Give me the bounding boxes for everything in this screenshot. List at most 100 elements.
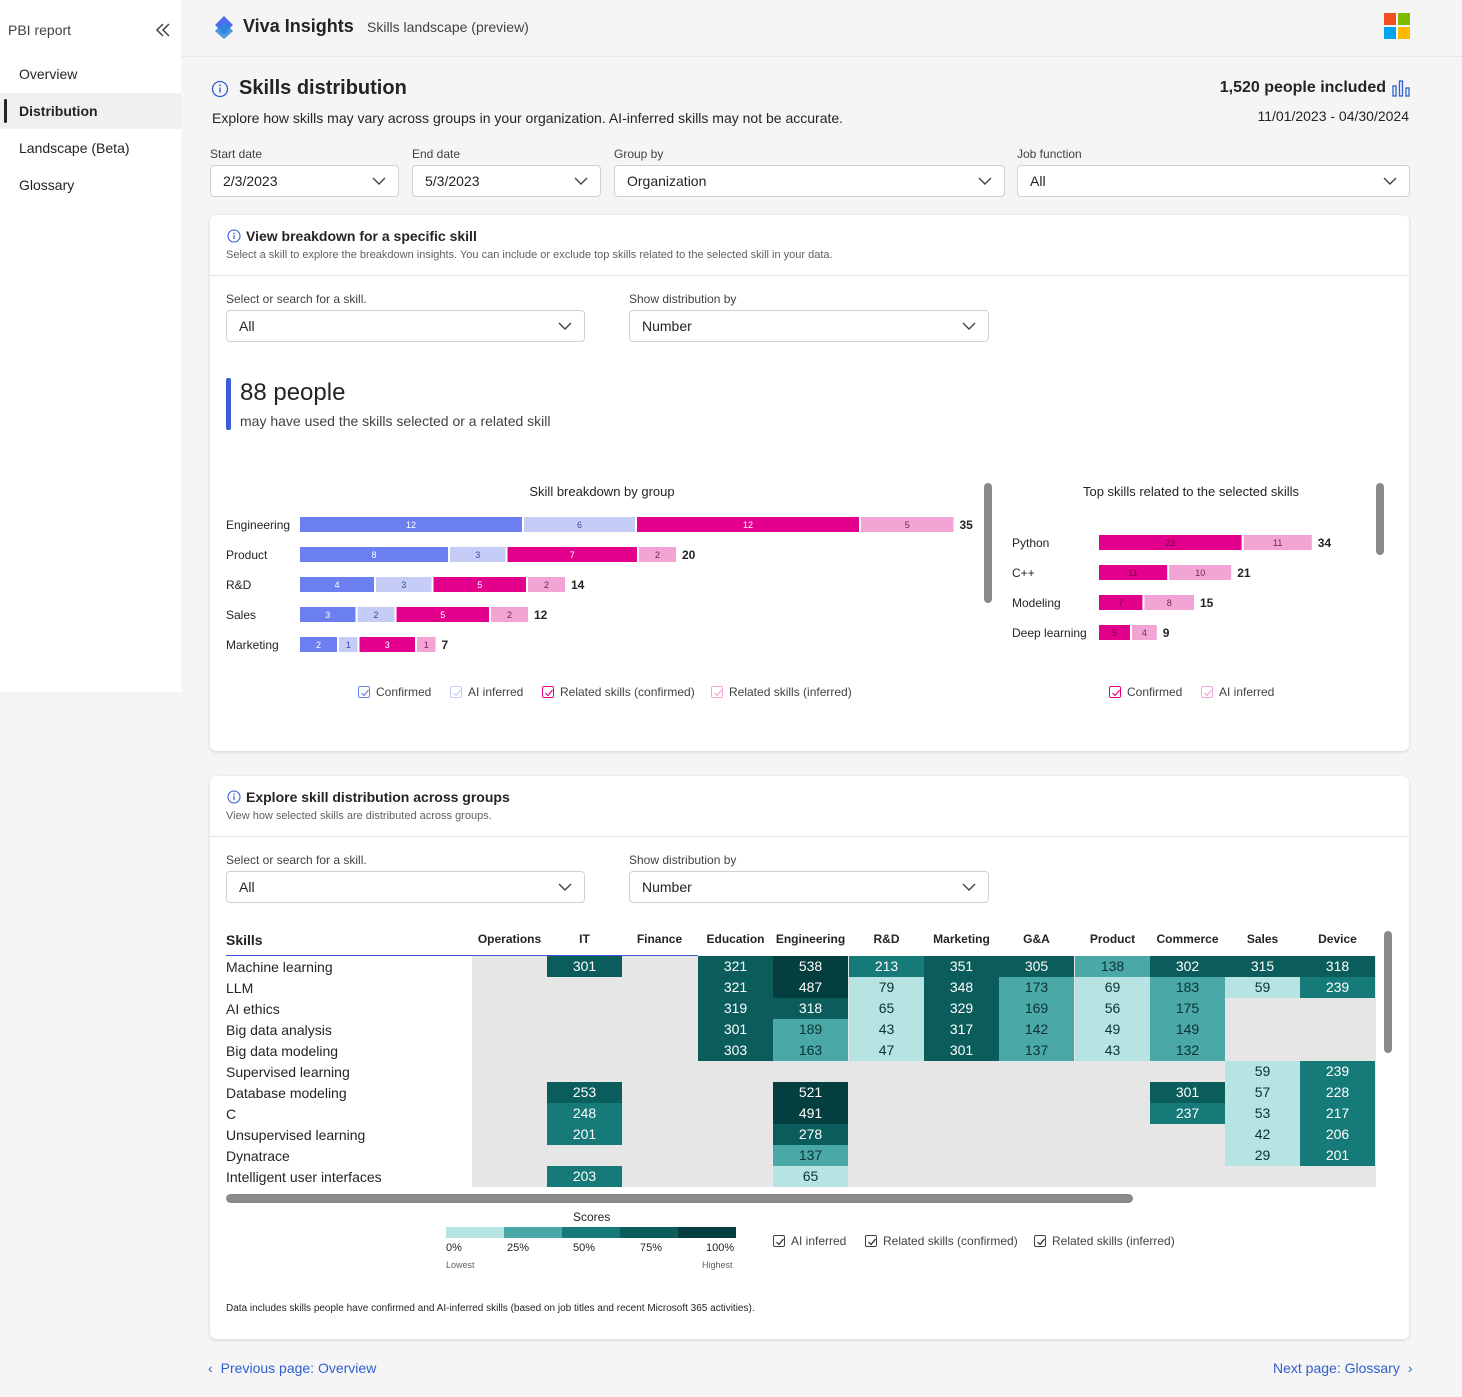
heatmap-cell[interactable]: 237	[1150, 1103, 1225, 1124]
heatmap-cell[interactable]: 302	[1150, 956, 1225, 977]
heatmap-cell[interactable]: 142	[999, 1019, 1074, 1040]
legend-related-chart-confirmed[interactable]: Confirmed	[1109, 685, 1182, 699]
distribution-by-dropdown[interactable]: Number	[629, 310, 989, 342]
legend-related-inferred[interactable]: Related skills (inferred)	[1034, 1234, 1175, 1248]
heatmap-cell[interactable]: 213	[849, 956, 924, 977]
heatmap-cell[interactable]: 173	[999, 977, 1074, 998]
heatmap-cell[interactable]: 301	[1150, 1082, 1225, 1103]
heatmap-cell[interactable]: 278	[773, 1124, 848, 1145]
heatmap-cell[interactable]: 491	[773, 1103, 848, 1124]
skill-select-dropdown[interactable]: All	[226, 310, 585, 342]
bar-chart-icon[interactable]	[1391, 78, 1411, 98]
column-header[interactable]: Commerce	[1156, 932, 1219, 946]
legend-ai-inferred[interactable]: AI inferred	[773, 1234, 846, 1248]
heatmap-cell[interactable]: 348	[924, 977, 999, 998]
heatmap-cell[interactable]: 79	[849, 977, 924, 998]
heatmap-cell[interactable]: 53	[1225, 1103, 1300, 1124]
row-label[interactable]: AI ethics	[226, 1001, 280, 1017]
column-header[interactable]: Engineering	[775, 932, 846, 946]
row-label[interactable]: Big data modeling	[226, 1043, 339, 1059]
heatmap-cell[interactable]: 65	[849, 998, 924, 1019]
heatmap-cell[interactable]: 315	[1225, 956, 1300, 977]
column-header[interactable]: R&D	[873, 932, 900, 946]
row-label[interactable]: Intelligent user interfaces	[226, 1169, 382, 1185]
skill-select-dropdown[interactable]: All	[226, 871, 585, 903]
heatmap-cell[interactable]: 487	[773, 977, 848, 998]
heatmap-cell[interactable]: 65	[773, 1166, 848, 1187]
heatmap-cell[interactable]: 317	[924, 1019, 999, 1040]
column-header[interactable]: G&A	[1023, 932, 1050, 946]
heatmap-cell[interactable]: 203	[547, 1166, 622, 1187]
heatmap-cell[interactable]: 42	[1225, 1124, 1300, 1145]
legend-ai-inferred[interactable]: AI inferred	[450, 685, 523, 699]
heatmap-cell[interactable]: 239	[1300, 1061, 1375, 1082]
heatmap-cell[interactable]: 201	[547, 1124, 622, 1145]
heatmap-cell[interactable]: 59	[1225, 1061, 1300, 1082]
heatmap-cell[interactable]: 57	[1225, 1082, 1300, 1103]
heatmap-cell[interactable]: 138	[1075, 956, 1150, 977]
heatmap-cell[interactable]: 228	[1300, 1082, 1375, 1103]
heatmap-cell[interactable]: 301	[924, 1040, 999, 1061]
vertical-scrollbar[interactable]	[984, 483, 992, 603]
heatmap-cell[interactable]: 305	[999, 956, 1074, 977]
info-icon[interactable]	[227, 229, 241, 243]
column-header[interactable]: IT	[579, 932, 590, 946]
row-label[interactable]: Supervised learning	[226, 1064, 350, 1080]
job-function-dropdown[interactable]: All	[1017, 165, 1410, 197]
heatmap-cell[interactable]: 189	[773, 1019, 848, 1040]
row-label[interactable]: Big data analysis	[226, 1022, 332, 1038]
heatmap-cell[interactable]: 538	[773, 956, 848, 977]
heatmap-cell[interactable]: 521	[773, 1082, 848, 1103]
end-date-dropdown[interactable]: 5/3/2023	[412, 165, 601, 197]
heatmap-cell[interactable]: 183	[1150, 977, 1225, 998]
legend-related-inferred[interactable]: Related skills (inferred)	[711, 685, 852, 699]
heatmap-cell[interactable]: 318	[773, 998, 848, 1019]
heatmap-cell[interactable]: 321	[698, 956, 773, 977]
start-date-dropdown[interactable]: 2/3/2023	[210, 165, 399, 197]
column-header[interactable]: Finance	[636, 932, 683, 946]
legend-related-confirmed[interactable]: Related skills (confirmed)	[865, 1234, 1018, 1248]
heatmap-cell[interactable]: 329	[924, 998, 999, 1019]
heatmap-cell[interactable]: 132	[1150, 1040, 1225, 1061]
sidebar-item-distribution[interactable]: Distribution	[0, 93, 181, 129]
heatmap-cell[interactable]: 137	[773, 1145, 848, 1166]
info-icon[interactable]	[227, 790, 241, 804]
sidebar-item-overview[interactable]: Overview	[19, 66, 78, 82]
heatmap-cell[interactable]: 301	[698, 1019, 773, 1040]
vertical-scrollbar[interactable]	[1376, 483, 1384, 555]
column-header[interactable]: Education	[706, 932, 765, 946]
row-label[interactable]: Unsupervised learning	[226, 1127, 366, 1143]
heatmap-cell[interactable]: 351	[924, 956, 999, 977]
heatmap-cell[interactable]: 137	[999, 1040, 1074, 1061]
sidebar-item-landscape[interactable]: Landscape (Beta)	[19, 140, 130, 156]
heatmap-cell[interactable]: 43	[849, 1019, 924, 1040]
heatmap-cell[interactable]: 319	[698, 998, 773, 1019]
heatmap-cell[interactable]: 253	[547, 1082, 622, 1103]
heatmap-cell[interactable]: 303	[698, 1040, 773, 1061]
next-page-link[interactable]: Next page: Glossary ›	[1273, 1360, 1413, 1376]
heatmap-cell[interactable]: 239	[1300, 977, 1375, 998]
collapse-icon[interactable]	[153, 20, 173, 40]
column-header[interactable]: Operations	[477, 932, 542, 946]
heatmap-cell[interactable]: 175	[1150, 998, 1225, 1019]
heatmap-cell[interactable]: 47	[849, 1040, 924, 1061]
row-label[interactable]: LLM	[226, 980, 254, 996]
heatmap-cell[interactable]: 318	[1300, 956, 1375, 977]
legend-related-chart-ai-inferred[interactable]: AI inferred	[1201, 685, 1274, 699]
row-label[interactable]: Dynatrace	[226, 1148, 290, 1164]
group-by-dropdown[interactable]: Organization	[614, 165, 1005, 197]
legend-related-confirmed[interactable]: Related skills (confirmed)	[542, 685, 695, 699]
horizontal-scrollbar[interactable]	[226, 1194, 1133, 1203]
column-header[interactable]: Sales	[1246, 932, 1279, 946]
heatmap-cell[interactable]: 217	[1300, 1103, 1375, 1124]
skills-column-header[interactable]: Skills	[226, 932, 263, 948]
heatmap-cell[interactable]: 163	[773, 1040, 848, 1061]
sidebar-item-glossary[interactable]: Glossary	[19, 177, 75, 193]
heatmap-cell[interactable]: 59	[1225, 977, 1300, 998]
heatmap-cell[interactable]: 206	[1300, 1124, 1375, 1145]
heatmap-cell[interactable]: 69	[1075, 977, 1150, 998]
heatmap-cell[interactable]: 201	[1300, 1145, 1375, 1166]
heatmap-cell[interactable]: 169	[999, 998, 1074, 1019]
heatmap-cell[interactable]: 248	[547, 1103, 622, 1124]
distribution-by-dropdown[interactable]: Number	[629, 871, 989, 903]
